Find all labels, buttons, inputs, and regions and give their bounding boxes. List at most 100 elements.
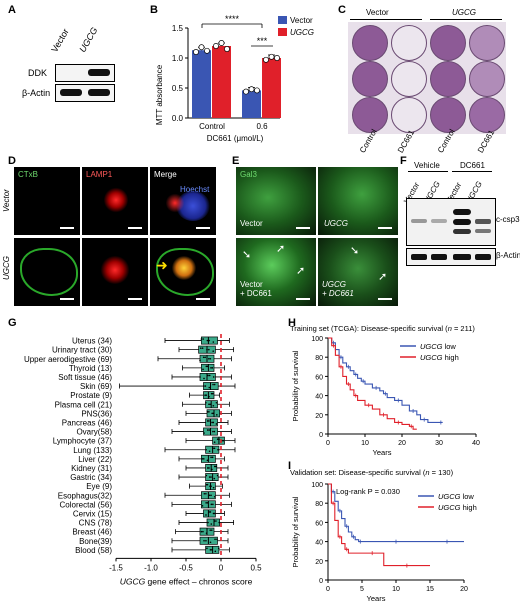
g-point [211,412,213,415]
f-group-line-2 [452,171,492,172]
f-actin-3 [453,254,471,260]
d-scalebar-5 [128,298,142,300]
km-xtick-label: 15 [426,586,434,593]
g-point [206,459,209,462]
f-group-dc661: DC661 [460,161,485,170]
panel-letter-h: H [288,317,296,329]
km-legend-level: low [443,342,457,351]
g-point [204,385,207,387]
km-legend-label: UGCG low [420,342,456,351]
km-xtick-label: 0 [326,440,330,447]
km-legend-level: low [461,492,475,501]
band-actin-vector [60,89,82,96]
km-ytick-label: 100 [311,336,323,343]
panel-h-km: Training set (TCGA): Disease-specific su… [290,324,480,457]
d-arrow-icon: ➜ [156,257,168,273]
g-content: Uterus (34)Urinary tract (30)Upper aerod… [24,334,262,586]
g-point [205,448,207,451]
km-title-n: n [448,324,452,333]
g-point [216,474,219,477]
panel-letter-f: F [400,155,407,167]
km-title: Training set (TCGA): Disease-specific su… [290,324,475,333]
km-title-pre: Training set (TCGA): Disease-specific su… [290,324,448,333]
g-point [201,505,204,507]
e-ugcg-dc661-glow [318,238,398,306]
e-ugcg: UGCG [318,167,398,235]
g-point [209,403,212,406]
km-curve [328,337,443,424]
blot-strip-actin [55,84,115,102]
e-label-gal3: Gal3 [240,170,257,179]
g-point [212,376,215,378]
f-band-3b [453,219,471,225]
g-point [215,520,217,522]
e-scalebar-2 [378,227,392,229]
g-point [208,450,211,453]
g-point [212,383,214,386]
e-scalebar-4 [378,298,392,300]
g-point [212,392,214,395]
b-bar [242,90,261,118]
km-xtick-label: 0 [326,586,330,593]
g-point [215,423,218,425]
g-xlabel-rest: gene effect – chronos score [145,576,252,586]
c-well [430,97,466,133]
g-point [199,376,201,378]
g-point [205,492,207,495]
g-category-label: PNS(36) [81,409,112,418]
g-point [206,348,208,351]
lane-label-ugcg: UGCG [77,25,100,54]
g-category-label: Lung (133) [73,446,112,455]
g-point [213,477,216,480]
c-well [469,61,505,97]
b-cat-control: Control [199,122,225,131]
g-point [204,356,206,359]
panel-letter-i: I [288,460,292,472]
b-point [243,88,249,95]
c-well [352,97,388,133]
g-point [205,401,207,404]
f-actin-2 [431,254,447,260]
g-point [212,430,214,433]
e-arrow-icon-1: ➘ [242,249,252,261]
b-legend-swatch-vector [278,16,287,24]
g-point [206,429,209,431]
d-scalebar-4 [60,298,74,300]
g-point [218,521,221,524]
d-merge-vector: Merge Hoechst [150,167,216,235]
b-bar [262,58,281,118]
g-point [202,458,205,460]
band-actin-ugcg [88,89,110,96]
km-ylabel: Probability of survival [291,496,300,567]
b-point [213,43,219,49]
b-point [204,47,210,54]
f-actin-4 [475,254,491,260]
e-vector-glow [236,167,316,235]
km-ytick-label: 60 [315,520,323,527]
e-scalebar-3 [296,298,310,300]
g-point [209,511,212,513]
g-xtick-label: 0.5 [250,563,262,572]
g-category-label: Breast (46) [72,528,112,537]
g-point [203,432,205,434]
f-actin-1 [411,254,427,260]
km-legend-label: UGCG high [420,353,459,362]
g-xtick-label: -1.0 [144,563,158,572]
b-point [263,56,269,63]
f-strip-csp3 [406,198,496,246]
g-point [202,338,204,340]
km-title-pre: Validation set: Disease-specific surviva… [290,468,426,477]
g-point [208,348,210,351]
g-point [212,412,215,415]
g-point [208,476,211,478]
b-significance: **** *** [201,14,273,47]
g-point [212,447,214,450]
g-point [208,429,211,431]
g-category-label: Kidney (31) [71,464,112,473]
g-point [208,467,210,469]
d-scalebar-6 [196,298,210,300]
panel-letter-g: G [8,317,17,329]
km-ylabel: Probability of survival [291,350,300,421]
e-scalebar-1 [296,227,310,229]
b-cat-06: 0.6 [256,122,268,131]
